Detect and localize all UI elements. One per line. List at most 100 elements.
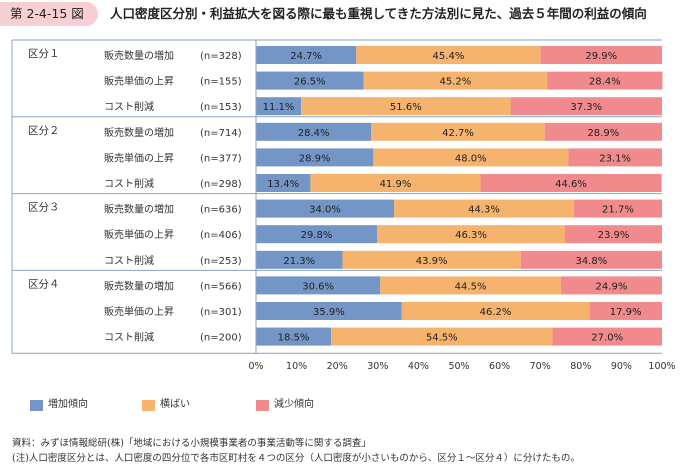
bar-data-label: 45.2% [439, 77, 471, 88]
bar-data-label: 54.5% [426, 333, 458, 344]
row-label: コスト削減 [104, 254, 154, 267]
bar-data-label: 17.9% [610, 307, 642, 318]
bar-segment [342, 250, 521, 269]
x-tick-label: 70% [530, 361, 551, 372]
bar-data-label: 48.0% [455, 153, 487, 164]
bar-data-label: 34.0% [309, 205, 341, 216]
row-label: 販売数量の増加 [104, 203, 174, 216]
row-label: 販売単価の上昇 [104, 228, 174, 241]
row-label: 販売単価の上昇 [104, 151, 174, 164]
bar-data-label: 41.9% [380, 179, 412, 190]
bar-segment [256, 46, 357, 64]
row-label: コスト削減 [104, 177, 154, 190]
source-note: 資料：みずほ情報総研(株)「地域における小規模事業者の事業活動等に関する調査」 [12, 438, 371, 449]
legend-label-decrease: 減少傾向 [274, 399, 314, 410]
bar-segment [394, 199, 574, 218]
bar-data-label: 28.4% [589, 77, 621, 88]
bar-data-label: 29.8% [301, 230, 333, 241]
x-tick-label: 90% [611, 361, 632, 372]
row-n-label: (n=301) [200, 307, 242, 318]
bar-data-label: 23.9% [598, 230, 630, 241]
bar-segment [480, 174, 662, 192]
bar-data-label: 44.5% [455, 281, 487, 292]
bar-data-label: 23.1% [599, 153, 631, 164]
bar-segment [256, 327, 332, 346]
legend-item-increase: 増加傾向 [30, 398, 88, 414]
bar-data-label: 34.8% [575, 256, 607, 267]
bar-segment [256, 225, 377, 244]
bar-segment [560, 276, 662, 295]
figure-number: 第 2-4-15 図 [0, 2, 98, 26]
bar-segment [510, 97, 662, 116]
group-label: 区分１ [28, 48, 60, 60]
legend-item-flat: 横ばい [142, 398, 190, 414]
row-label: 販売数量の増加 [104, 49, 174, 62]
bar-data-label: 28.4% [298, 128, 330, 139]
bar-data-label: 30.6% [302, 281, 334, 292]
bar-segment [380, 276, 561, 295]
bar-data-label: 45.4% [433, 51, 465, 62]
bar-segment [371, 122, 545, 141]
legend-swatch-increase [30, 400, 43, 411]
legend-item-decrease: 減少傾向 [256, 398, 314, 414]
x-tick-label: 100% [648, 361, 675, 372]
row-label: 販売数量の増加 [104, 126, 174, 139]
bar-segment [568, 148, 662, 167]
x-tick-label: 20% [327, 361, 348, 372]
bar-segment [356, 46, 541, 64]
bar-segment [589, 302, 662, 320]
bar-data-label: 46.2% [480, 307, 512, 318]
bar-segment [401, 302, 590, 320]
row-n-label: (n=155) [200, 77, 242, 88]
bar-segment [256, 302, 402, 320]
bar-segment [256, 71, 364, 90]
bar-segment [573, 199, 662, 218]
bar-segment [540, 46, 662, 64]
row-n-label: (n=566) [200, 281, 242, 292]
bar-data-label: 28.9% [299, 153, 331, 164]
bar-data-label: 18.5% [278, 333, 310, 344]
bar-data-label: 44.6% [555, 179, 587, 190]
bar-data-label: 51.6% [390, 102, 422, 113]
x-tick-label: 0% [248, 361, 263, 372]
row-label: コスト削減 [104, 331, 154, 344]
bar-data-label: 11.1% [263, 102, 295, 113]
stacked-bar-chart: 区分１ 販売数量の増加 (n=328) 24.7% 45.4% 29.9% 販売単価の上昇 (… [11, 39, 676, 372]
bar-segment [256, 97, 302, 116]
row-label: コスト削減 [104, 100, 154, 113]
bar-segment [552, 327, 662, 346]
x-tick-label: 10% [286, 361, 307, 372]
legend-swatch-decrease [256, 400, 269, 411]
bar-segment [256, 276, 381, 295]
bar-data-label: 21.3% [283, 256, 315, 267]
bar-data-label: 24.7% [290, 51, 322, 62]
group-label: 区分２ [28, 125, 60, 137]
row-n-label: (n=200) [200, 333, 242, 344]
legend: 増加傾向 横ばい 減少傾向 [0, 398, 682, 414]
legend-label-increase: 増加傾向 [48, 399, 88, 410]
bar-data-label: 43.9% [416, 256, 448, 267]
bar-data-label: 24.9% [596, 281, 628, 292]
bar-segment [331, 327, 553, 346]
bar-segment [547, 71, 663, 90]
bar-data-label: 42.7% [442, 128, 474, 139]
x-tick-label: 50% [448, 361, 469, 372]
legend-label-flat: 横ばい [160, 399, 190, 410]
row-n-label: (n=328) [200, 51, 242, 62]
row-label: 販売単価の上昇 [104, 305, 174, 318]
group-label: 区分４ [28, 278, 60, 290]
bar-segment [564, 225, 662, 244]
figure-title: 人口密度区分別・利益拡大を図る際に最も重視してきた方法別に見た、過去５年間の利益… [110, 6, 647, 21]
bar-segment [301, 97, 511, 116]
row-n-label: (n=153) [200, 102, 242, 113]
bar-segment [376, 225, 565, 244]
row-n-label: (n=253) [200, 256, 242, 267]
bar-segment [256, 174, 311, 192]
source-notes: 資料：みずほ情報総研(株)「地域における小規模事業者の事業活動等に関する調査」 … [12, 436, 580, 466]
row-n-label: (n=714) [200, 128, 242, 139]
x-tick-label: 80% [570, 361, 591, 372]
row-n-label: (n=406) [200, 230, 242, 241]
bar-data-label: 37.3% [570, 102, 602, 113]
bar-data-label: 28.9% [587, 128, 619, 139]
row-n-label: (n=377) [200, 153, 242, 164]
